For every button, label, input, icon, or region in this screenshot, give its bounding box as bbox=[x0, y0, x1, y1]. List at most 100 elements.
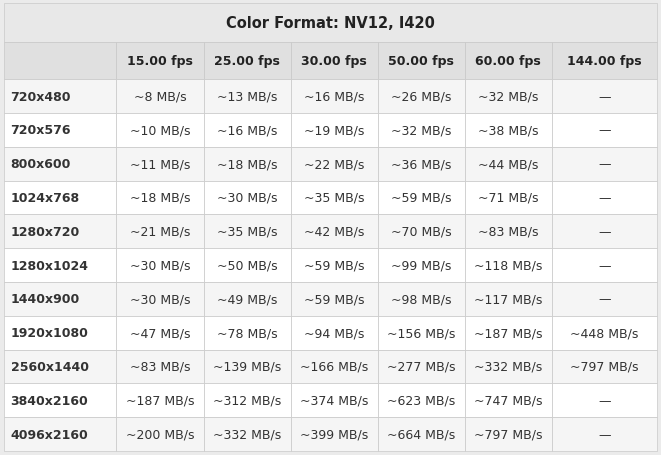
Bar bbox=[291, 80, 377, 114]
Text: ~42 MB/s: ~42 MB/s bbox=[304, 225, 364, 238]
Bar bbox=[377, 350, 465, 384]
Bar bbox=[4, 215, 116, 248]
Bar bbox=[465, 417, 552, 451]
Bar bbox=[4, 417, 116, 451]
Bar bbox=[4, 147, 116, 181]
Text: ~312 MB/s: ~312 MB/s bbox=[213, 394, 281, 407]
Text: ~38 MB/s: ~38 MB/s bbox=[478, 124, 539, 137]
Text: ~30 MB/s: ~30 MB/s bbox=[130, 259, 190, 272]
Bar bbox=[116, 417, 204, 451]
Bar bbox=[204, 181, 291, 215]
Text: ~49 MB/s: ~49 MB/s bbox=[217, 293, 277, 306]
Bar bbox=[4, 316, 116, 350]
Bar bbox=[116, 43, 204, 80]
Bar bbox=[204, 316, 291, 350]
Text: ~30 MB/s: ~30 MB/s bbox=[130, 293, 190, 306]
Text: ~374 MB/s: ~374 MB/s bbox=[300, 394, 368, 407]
Text: ~797 MB/s: ~797 MB/s bbox=[570, 360, 639, 373]
Text: 50.00 fps: 50.00 fps bbox=[388, 55, 454, 68]
Text: ~332 MB/s: ~332 MB/s bbox=[474, 360, 543, 373]
Text: ~83 MB/s: ~83 MB/s bbox=[130, 360, 190, 373]
Bar bbox=[552, 215, 657, 248]
Text: ~98 MB/s: ~98 MB/s bbox=[391, 293, 451, 306]
Text: ~30 MB/s: ~30 MB/s bbox=[217, 192, 278, 205]
Text: —: — bbox=[598, 225, 611, 238]
Text: ~166 MB/s: ~166 MB/s bbox=[300, 360, 368, 373]
Text: —: — bbox=[598, 293, 611, 306]
Bar bbox=[4, 248, 116, 283]
Bar bbox=[377, 181, 465, 215]
Bar bbox=[552, 181, 657, 215]
Text: ~59 MB/s: ~59 MB/s bbox=[304, 293, 364, 306]
Bar bbox=[377, 417, 465, 451]
Bar bbox=[465, 215, 552, 248]
Bar bbox=[204, 114, 291, 147]
Bar bbox=[204, 283, 291, 316]
Bar bbox=[204, 350, 291, 384]
Bar bbox=[4, 181, 116, 215]
Bar bbox=[465, 283, 552, 316]
Text: ~16 MB/s: ~16 MB/s bbox=[217, 124, 277, 137]
Bar bbox=[465, 384, 552, 417]
Text: 25.00 fps: 25.00 fps bbox=[214, 55, 280, 68]
Bar bbox=[4, 283, 116, 316]
Text: 60.00 fps: 60.00 fps bbox=[475, 55, 541, 68]
Bar bbox=[552, 147, 657, 181]
Text: ~747 MB/s: ~747 MB/s bbox=[474, 394, 543, 407]
Bar bbox=[116, 350, 204, 384]
Bar bbox=[116, 316, 204, 350]
Text: ~21 MB/s: ~21 MB/s bbox=[130, 225, 190, 238]
Text: 1280x720: 1280x720 bbox=[11, 225, 80, 238]
Text: 1024x768: 1024x768 bbox=[11, 192, 80, 205]
Text: ~18 MB/s: ~18 MB/s bbox=[130, 192, 190, 205]
Text: 800x600: 800x600 bbox=[11, 158, 71, 171]
Bar bbox=[552, 417, 657, 451]
Bar bbox=[4, 384, 116, 417]
Bar bbox=[116, 248, 204, 283]
Text: ~277 MB/s: ~277 MB/s bbox=[387, 360, 455, 373]
Bar bbox=[4, 114, 116, 147]
Bar bbox=[291, 248, 377, 283]
Bar bbox=[291, 114, 377, 147]
Bar bbox=[377, 80, 465, 114]
Bar bbox=[465, 147, 552, 181]
Bar bbox=[465, 80, 552, 114]
Text: ~47 MB/s: ~47 MB/s bbox=[130, 327, 190, 339]
Text: —: — bbox=[598, 259, 611, 272]
Bar bbox=[4, 350, 116, 384]
Text: ~32 MB/s: ~32 MB/s bbox=[391, 124, 451, 137]
Text: 3840x2160: 3840x2160 bbox=[11, 394, 89, 407]
Bar bbox=[377, 43, 465, 80]
Text: ~448 MB/s: ~448 MB/s bbox=[570, 327, 639, 339]
Text: Color Format: NV12, I420: Color Format: NV12, I420 bbox=[226, 16, 435, 31]
Text: ~83 MB/s: ~83 MB/s bbox=[478, 225, 539, 238]
Bar bbox=[204, 384, 291, 417]
Text: ~664 MB/s: ~664 MB/s bbox=[387, 428, 455, 440]
Bar bbox=[116, 181, 204, 215]
Bar bbox=[116, 384, 204, 417]
Text: ~156 MB/s: ~156 MB/s bbox=[387, 327, 455, 339]
Bar bbox=[204, 43, 291, 80]
Bar bbox=[116, 114, 204, 147]
Text: ~44 MB/s: ~44 MB/s bbox=[478, 158, 539, 171]
Text: 2560x1440: 2560x1440 bbox=[11, 360, 89, 373]
Text: ~11 MB/s: ~11 MB/s bbox=[130, 158, 190, 171]
Bar bbox=[204, 248, 291, 283]
Text: ~13 MB/s: ~13 MB/s bbox=[217, 91, 277, 103]
Text: —: — bbox=[598, 394, 611, 407]
Text: ~117 MB/s: ~117 MB/s bbox=[474, 293, 543, 306]
Text: ~118 MB/s: ~118 MB/s bbox=[474, 259, 543, 272]
Text: ~26 MB/s: ~26 MB/s bbox=[391, 91, 451, 103]
Bar bbox=[116, 80, 204, 114]
Bar bbox=[465, 114, 552, 147]
Bar bbox=[204, 417, 291, 451]
Bar bbox=[291, 215, 377, 248]
Text: ~187 MB/s: ~187 MB/s bbox=[126, 394, 194, 407]
Text: ~16 MB/s: ~16 MB/s bbox=[304, 91, 364, 103]
Text: ~50 MB/s: ~50 MB/s bbox=[217, 259, 278, 272]
Bar bbox=[377, 316, 465, 350]
Text: —: — bbox=[598, 428, 611, 440]
Bar bbox=[4, 4, 657, 43]
Text: ~797 MB/s: ~797 MB/s bbox=[474, 428, 543, 440]
Bar bbox=[291, 350, 377, 384]
